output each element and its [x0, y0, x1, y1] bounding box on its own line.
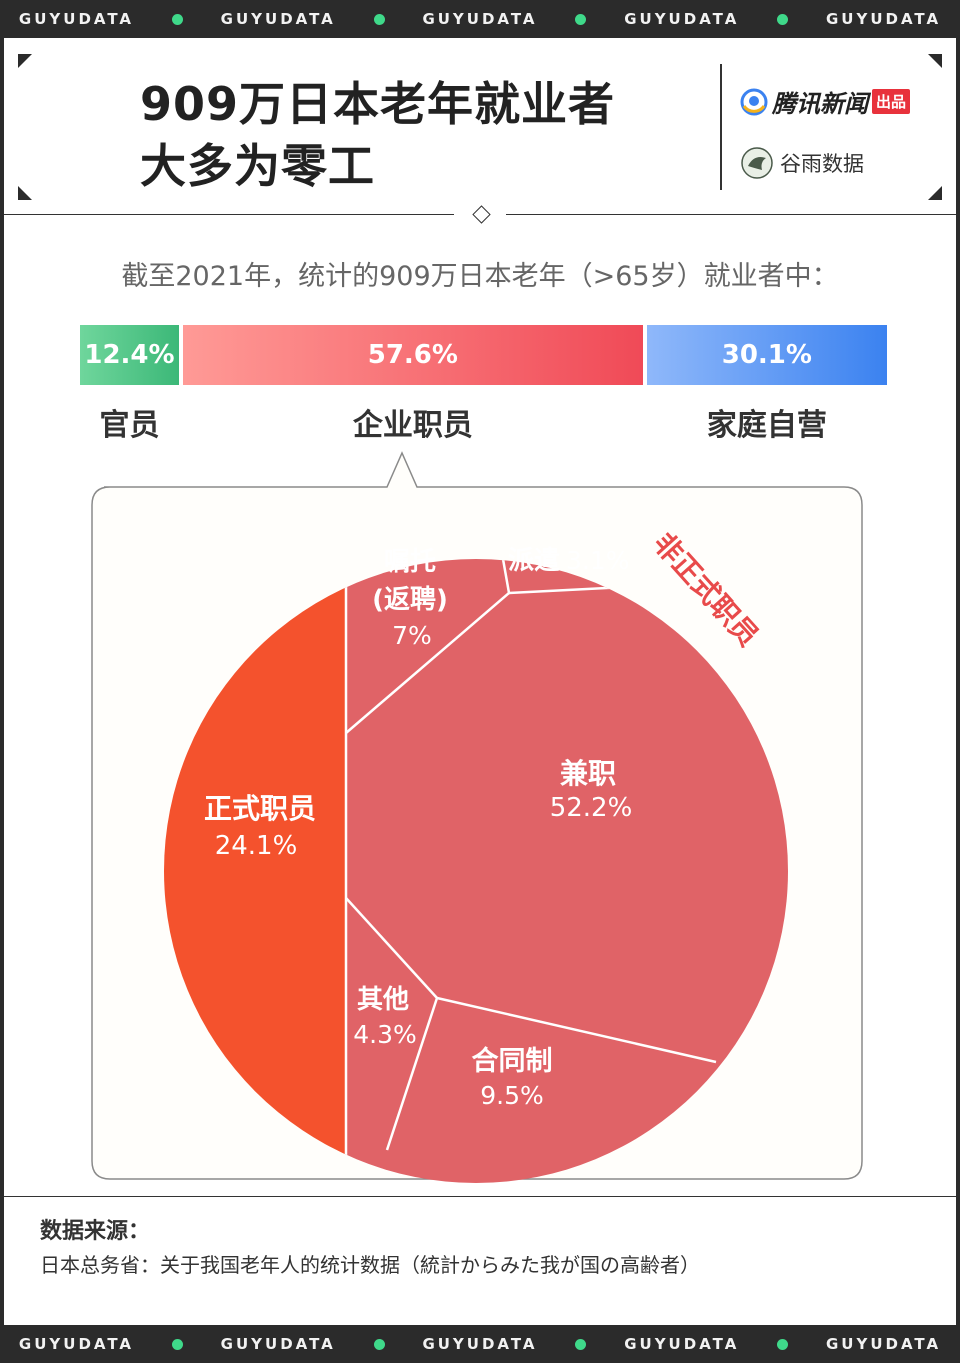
header-rule-right [506, 214, 956, 215]
slice-divider [345, 592, 510, 734]
tencent-news-logo: 腾讯新闻 出品 [740, 84, 911, 119]
corner-mark [928, 54, 942, 68]
watermark-text: GUYUDATA [422, 1335, 538, 1353]
slice-value-contract: 9.5% [480, 1081, 544, 1110]
source-section: 数据来源： 日本总务省：关于我国老年人的统计数据（統計からみた我が国の高齢者） [4, 1196, 956, 1326]
watermark-dot [575, 13, 587, 25]
watermark-text: GUYUDATA [220, 10, 336, 28]
tencent-news-tag: 出品 [872, 89, 911, 114]
guyu-data-logo: 谷雨数据 [740, 146, 864, 180]
watermark-text: GUYUDATA [220, 1335, 336, 1353]
tencent-news-name: 腾讯新闻 [772, 90, 868, 118]
infographic-card: 909万日本老年就业者 大多为零工 腾讯新闻 出品 谷雨数据 截至2021年，统… [4, 38, 956, 1325]
page-title-line1: 909万日本老年就业者 [140, 77, 616, 131]
header-rule-left [4, 214, 454, 215]
bar-category-label: 企业职员 [352, 408, 473, 443]
slice-divider [385, 997, 439, 1151]
slice-label-dispatched: 派遣 [508, 546, 560, 576]
watermark-dot [171, 1338, 183, 1350]
corner-mark [18, 54, 32, 68]
slice-label-entrusted-sub: (返聘) [372, 585, 448, 615]
watermark-text: GUYUDATA [624, 1335, 740, 1353]
slice-divider [492, 559, 511, 594]
watermark-text: GUYUDATA [18, 1335, 135, 1353]
source-title: 数据来源： [40, 1219, 151, 1244]
guyu-bird-icon [741, 147, 773, 179]
watermark-text: GUYUDATA [825, 10, 942, 28]
slice-divider [436, 996, 717, 1064]
slice-label-part-time: 兼职 [560, 757, 616, 790]
watermark-dot [777, 13, 789, 25]
slice-label-entrusted: 嘱托 [384, 547, 436, 577]
watermark-dot [575, 1338, 587, 1350]
corner-mark [928, 186, 942, 200]
watermark-text: GUYUDATA [825, 1335, 942, 1353]
slice-value-other: 4.3% [353, 1020, 417, 1049]
tencent-bell-icon [740, 88, 768, 115]
pie-slice-boundaries [344, 559, 717, 1183]
watermark-dot [373, 1338, 385, 1350]
corner-mark [18, 186, 32, 200]
source-text: 日本总务省：关于我国老年人的统计数据（統計からみた我が国の高齢者） [40, 1253, 700, 1277]
slice-value-regular: 24.1% [215, 831, 298, 861]
watermark-dot [373, 13, 385, 25]
bar-category-label: 家庭自营 [706, 408, 827, 443]
bar-segment-2: 30.1% [646, 325, 887, 385]
bar-category-label: 官员 [99, 408, 160, 443]
chart-subtitle: 截至2021年，统计的909万日本老年（>65岁）就业者中： [121, 261, 839, 292]
bar-segment-1: 57.6% [182, 325, 643, 385]
slice-value-dispatched: 3.1% [566, 546, 630, 575]
slice-label-regular: 正式职员 [204, 792, 316, 825]
slice-value-part-time: 52.2% [550, 793, 633, 823]
bar-segment-0: 12.4% [80, 325, 179, 385]
watermark-text: GUYUDATA [422, 10, 538, 28]
watermark-text: GUYUDATA [18, 10, 135, 28]
header-divider [720, 64, 722, 190]
guyu-data-name: 谷雨数据 [780, 152, 864, 176]
watermark-dot [777, 1338, 789, 1350]
page-title-line2: 大多为零工 [140, 139, 375, 193]
watermark-text: GUYUDATA [624, 10, 740, 28]
slice-label-other: 其他 [357, 985, 409, 1015]
slice-label-contract: 合同制 [472, 1045, 553, 1077]
slice-divider [345, 897, 438, 999]
watermark-dot [171, 13, 183, 25]
bottom-watermark-band: GUYUDATA GUYUDATA GUYUDATA GUYUDATA GUYUDATA [0, 1325, 960, 1363]
top-watermark-band: GUYUDATA GUYUDATA GUYUDATA GUYUDATA GUYUDATA [0, 0, 960, 38]
slice-value-entrusted: 7% [392, 621, 432, 650]
